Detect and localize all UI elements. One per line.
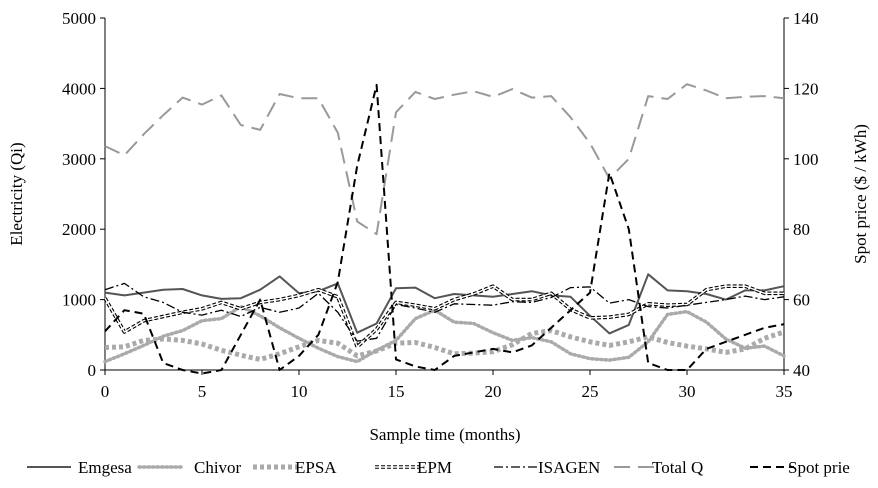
x-tick-label: 35 (776, 382, 793, 401)
legend-label-chivor: Chivor (194, 458, 242, 477)
legend-label-epm: EPM (417, 458, 452, 477)
y2-tick-label: 140 (793, 9, 819, 28)
series-line-isagen (104, 282, 785, 342)
legend: Emgesa Chivor EPSA EPM ISAGEN Total Q Spot pri… (27, 458, 850, 477)
series-epsa (104, 328, 785, 362)
legend-item-spot-prie: Spot prie (750, 458, 850, 477)
y-tick-label: 1000 (62, 291, 96, 310)
x-tick-label: 20 (485, 382, 502, 401)
y-tick-label: 2000 (62, 220, 96, 239)
x-axis-title: Sample time (months) (369, 425, 520, 444)
series-line-epm-inner (104, 285, 784, 348)
y-tick-label: 5000 (62, 9, 96, 28)
series-epm (103, 284, 784, 349)
series-line-total-q (104, 83, 785, 236)
plot-area (103, 83, 786, 375)
axes: 0 5 10 15 20 25 30 35 0 1000 2000 3000 4000 5000 40 60 8… (62, 9, 819, 401)
series-isagen (104, 282, 785, 342)
y2-tick-label: 100 (793, 150, 819, 169)
series-emgesa (104, 273, 785, 335)
x-tick-label: 30 (679, 382, 696, 401)
x-tick-label: 10 (291, 382, 308, 401)
legend-label-isagen: ISAGEN (538, 458, 600, 477)
y2-tick-label: 120 (793, 79, 819, 98)
y-tick-label: 3000 (62, 150, 96, 169)
legend-label-emgesa: Emgesa (78, 458, 132, 477)
x-tick-label: 25 (582, 382, 599, 401)
legend-label-spot-prie: Spot prie (788, 458, 850, 477)
y-axis-title: Electricity (Qi) (7, 142, 26, 245)
legend-item-chivor: Chivor (137, 458, 242, 477)
series-line-emgesa (104, 273, 785, 335)
series-chivor (103, 304, 786, 364)
series-line-epsa (104, 328, 785, 362)
legend-item-isagen: ISAGEN (494, 458, 600, 477)
legend-item-epsa: EPSA (253, 458, 337, 477)
series-total-q (104, 83, 785, 236)
y2-tick-label: 60 (793, 291, 810, 310)
legend-item-emgesa: Emgesa (27, 458, 132, 477)
series-spot-prie (104, 83, 785, 375)
legend-item-epm: EPM (375, 458, 452, 477)
y2-axis-title: Spot price ($ / kWh) (851, 124, 870, 264)
x-tick-label: 0 (101, 382, 110, 401)
x-tick-label: 5 (198, 382, 207, 401)
y2-tick-label: 40 (793, 361, 810, 380)
legend-label-epsa: EPSA (295, 458, 337, 477)
series-line-chivor (103, 304, 786, 364)
x-tick-label: 15 (388, 382, 405, 401)
y-tick-label: 4000 (62, 79, 96, 98)
legend-label-total-q: Total Q (652, 458, 703, 477)
y-tick-label: 0 (88, 361, 97, 380)
y2-tick-label: 80 (793, 220, 810, 239)
series-line-spot-prie (104, 83, 785, 375)
legend-item-total-q: Total Q (614, 458, 703, 477)
